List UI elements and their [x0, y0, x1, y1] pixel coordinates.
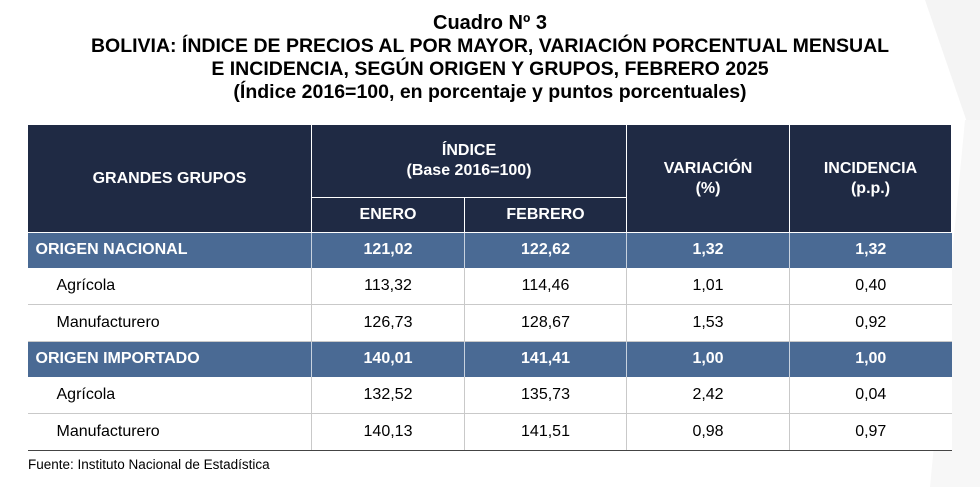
cell-incidencia: 0,92 [789, 304, 952, 342]
cell-incidencia: 0,97 [789, 413, 952, 451]
cell-incidencia: 1,00 [789, 341, 952, 377]
subtitle: (Índice 2016=100, en porcentaje y puntos… [233, 81, 747, 103]
table-row: Manufacturero 140,13 141,51 0,98 0,97 [27, 413, 952, 451]
cell-febrero: 114,46 [464, 267, 628, 305]
title-line-1: BOLIVIA: ÍNDICE DE PRECIOS AL POR MAYOR,… [90, 35, 890, 57]
cell-variacion: 2,42 [626, 376, 791, 414]
header-incidence: INCIDENCIA (p.p.) [789, 124, 953, 233]
cell-variacion: 1,53 [626, 304, 791, 342]
title-line-2: E INCIDENCIA, SEGÚN ORIGEN Y GRUPOS, FEB… [211, 58, 769, 80]
header-variation-unit: (%) [695, 179, 721, 197]
header-february: FEBRERO [463, 197, 628, 233]
cell-enero: 113,32 [311, 267, 465, 305]
row-label: Manufacturero [27, 413, 312, 451]
header-subrow: ENERO FEBRERO [28, 197, 952, 233]
cell-febrero: 135,73 [464, 376, 628, 414]
table-row: ORIGEN NACIONAL 121,02 122,62 1,32 1,32 [27, 232, 952, 268]
table-row: Agrícola 113,32 114,46 1,01 0,40 [27, 267, 952, 305]
cell-febrero: 128,67 [464, 304, 628, 342]
table-row: Manufacturero 126,73 128,67 1,53 0,92 [27, 304, 952, 342]
header-groups: GRANDES GRUPOS [27, 124, 312, 233]
row-label: Agrícola [27, 267, 312, 305]
cell-enero: 126,73 [311, 304, 465, 342]
cell-incidencia: 0,04 [789, 376, 952, 414]
cell-febrero: 141,41 [464, 341, 628, 377]
source-note: Fuente: Instituto Nacional de Estadístic… [28, 457, 270, 472]
cell-variacion: 1,01 [626, 267, 791, 305]
table-row: ORIGEN IMPORTADO 140,01 141,41 1,00 1,00 [27, 341, 952, 377]
cell-variacion: 1,00 [626, 341, 791, 377]
table-row: Agrícola 132,52 135,73 2,42 0,04 [27, 376, 952, 414]
row-label: Manufacturero [27, 304, 312, 342]
cell-enero: 140,01 [311, 341, 465, 377]
row-label: ORIGEN IMPORTADO [27, 341, 312, 377]
cell-febrero: 122,62 [464, 232, 628, 268]
cell-febrero: 141,51 [464, 413, 628, 451]
header-index: ÍNDICE (Base 2016=100) [310, 124, 628, 198]
cell-variacion: 0,98 [626, 413, 791, 451]
cell-enero: 132,52 [311, 376, 465, 414]
header-incidence-title: INCIDENCIA [823, 159, 918, 177]
cell-enero: 140,13 [311, 413, 465, 451]
title-block: Cuadro Nº 3 BOLIVIA: ÍNDICE DE PRECIOS A… [0, 12, 980, 104]
header-index-base: (Base 2016=100) [406, 162, 532, 179]
cell-variacion: 1,32 [626, 232, 791, 268]
header-variation-title: VARIACIÓN [663, 159, 753, 177]
price-index-table: GRANDES GRUPOS ÍNDICE (Base 2016=100) VA… [27, 124, 953, 451]
header-incidence-unit: (p.p.) [850, 179, 891, 197]
cell-enero: 121,02 [311, 232, 465, 268]
header-january: ENERO [311, 197, 465, 233]
header-index-title: ÍNDICE [441, 142, 497, 159]
cell-incidencia: 1,32 [789, 232, 952, 268]
header-row: GRANDES GRUPOS ÍNDICE (Base 2016=100) VA… [27, 124, 953, 233]
row-label: Agrícola [27, 376, 312, 414]
row-label: ORIGEN NACIONAL [27, 232, 312, 268]
header-variation: VARIACIÓN (%) [626, 124, 791, 233]
table-number: Cuadro Nº 3 [433, 12, 547, 34]
cell-incidencia: 0,40 [789, 267, 952, 305]
